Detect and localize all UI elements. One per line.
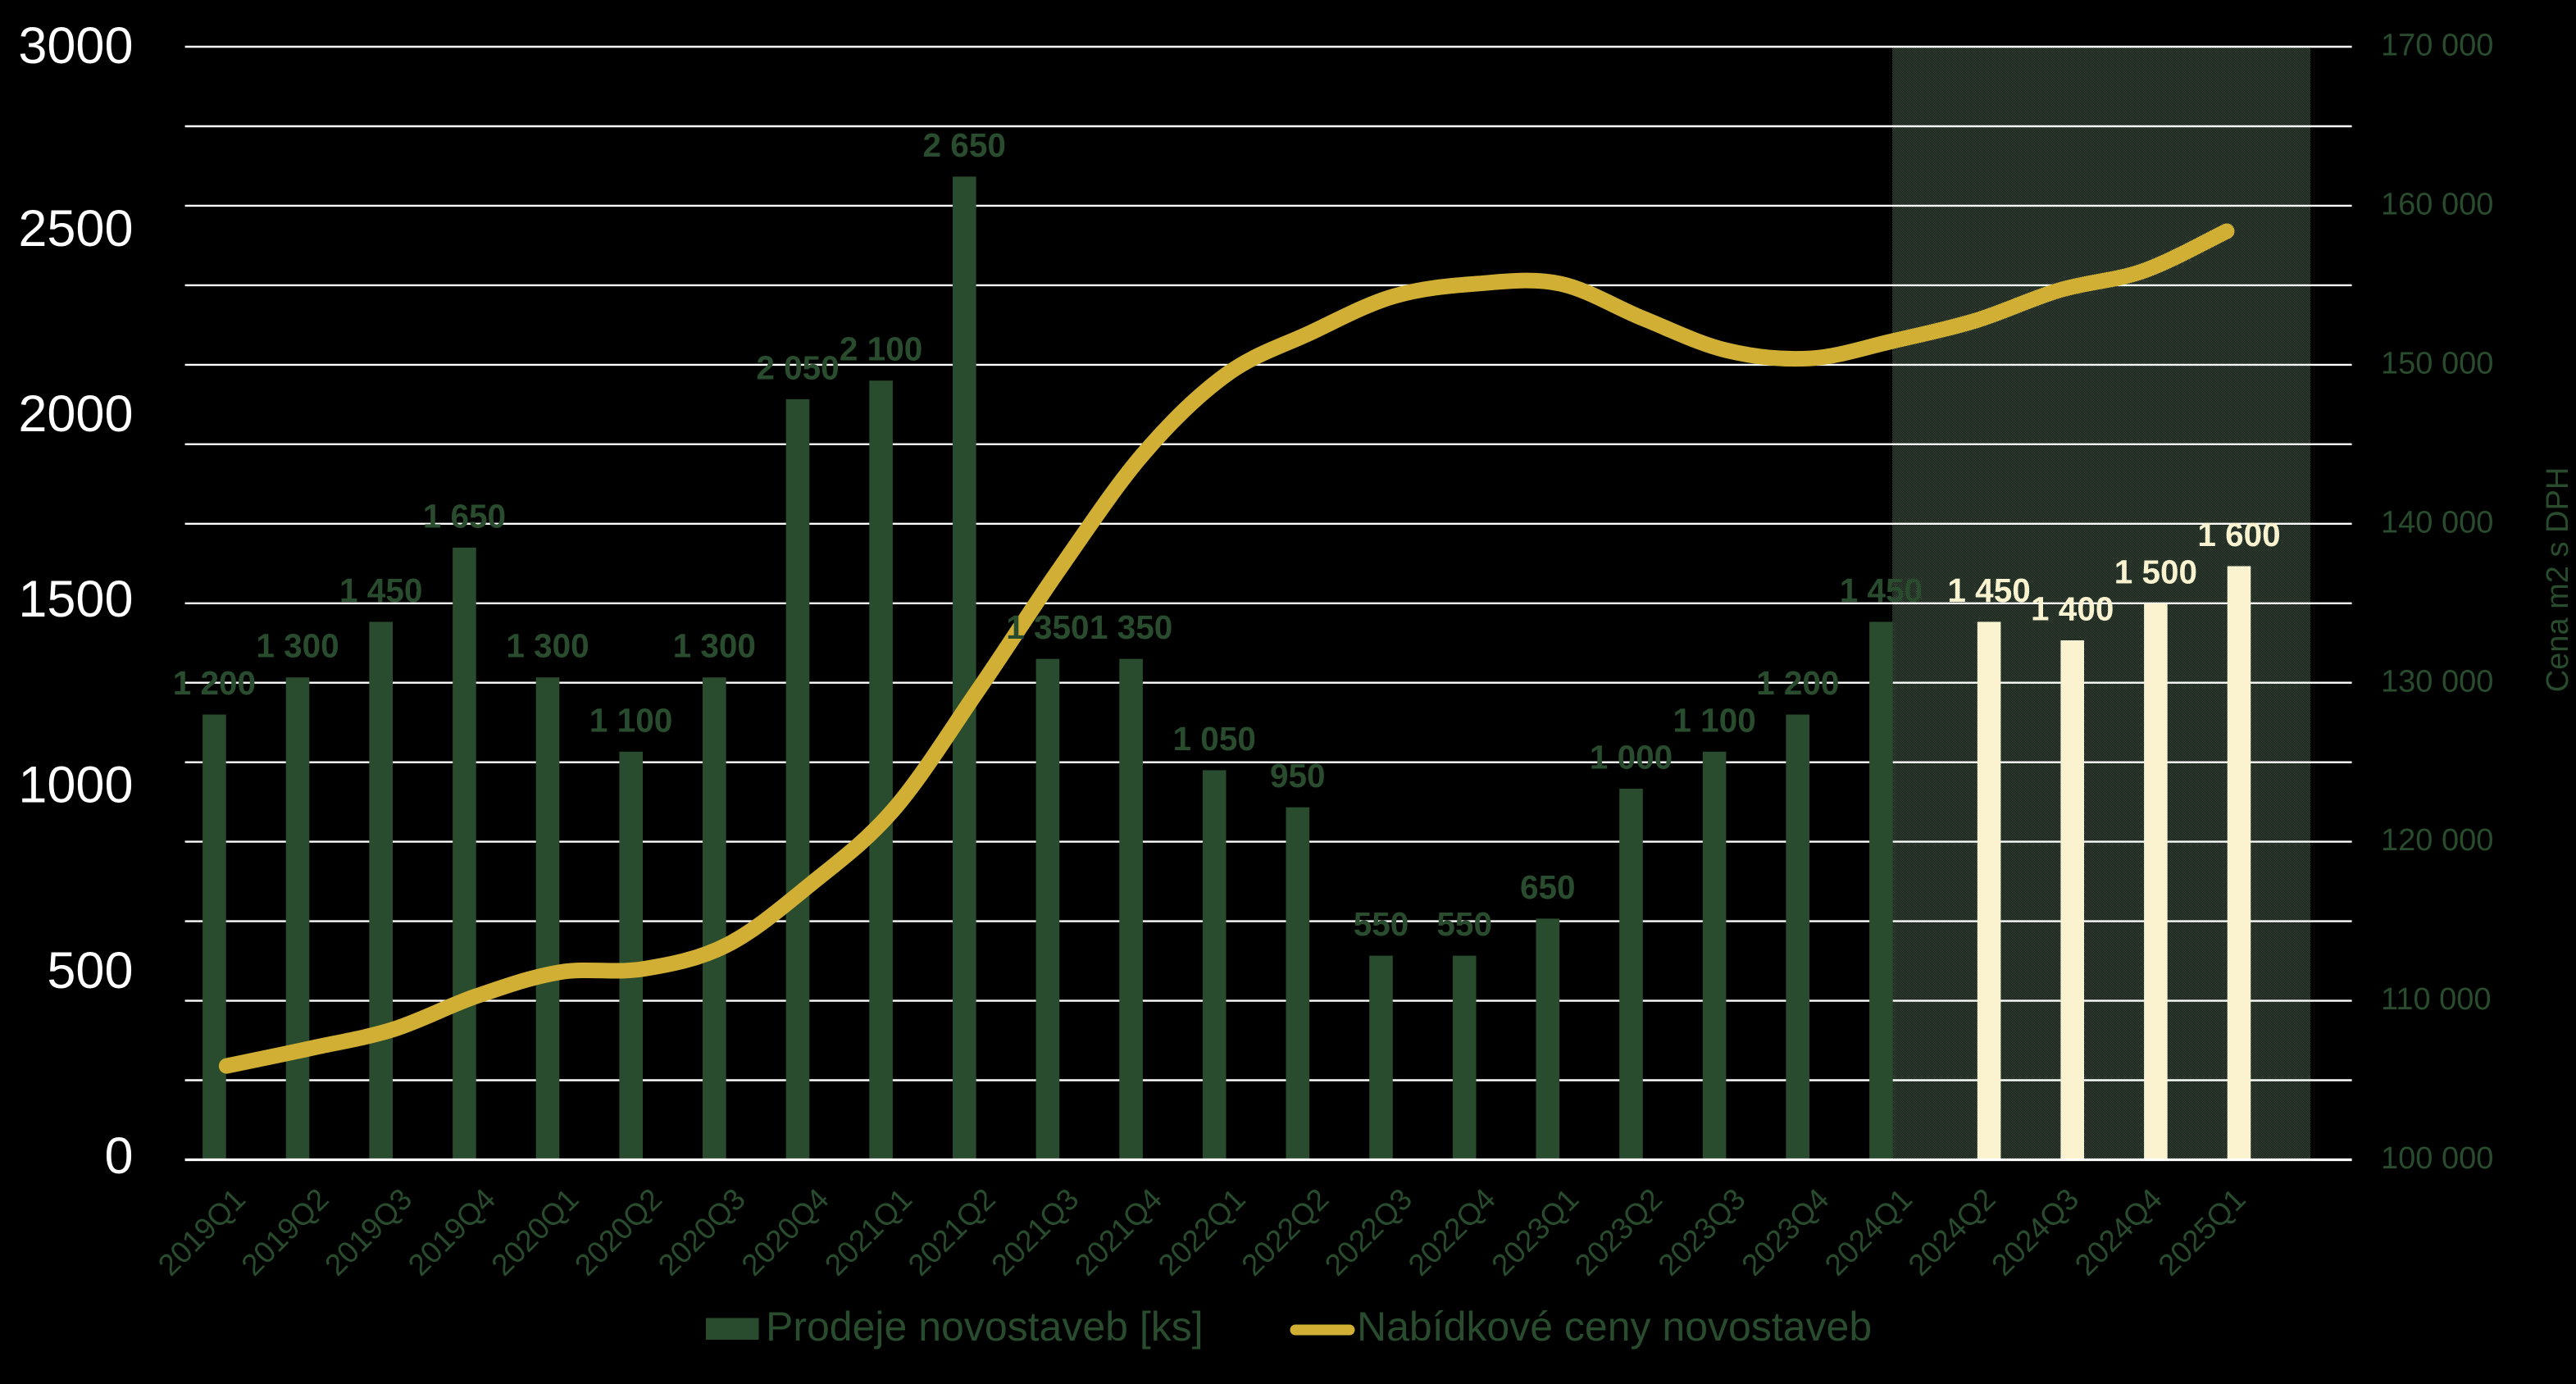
svg-text:0: 0 xyxy=(104,1127,133,1185)
svg-text:650: 650 xyxy=(1520,868,1576,906)
svg-text:1 100: 1 100 xyxy=(1673,701,1755,739)
svg-text:1 600: 1 600 xyxy=(2197,516,2280,553)
svg-text:500: 500 xyxy=(47,942,133,999)
svg-text:Nabídkové ceny novostaveb: Nabídkové ceny novostaveb xyxy=(1357,1304,1872,1350)
svg-text:1 650: 1 650 xyxy=(423,497,506,535)
svg-text:550: 550 xyxy=(1436,905,1492,943)
svg-text:2 050: 2 050 xyxy=(756,348,839,386)
svg-text:1 350: 1 350 xyxy=(1006,608,1089,646)
svg-text:2 650: 2 650 xyxy=(923,126,1006,164)
svg-text:950: 950 xyxy=(1270,757,1326,794)
svg-text:1 500: 1 500 xyxy=(2114,553,2197,590)
svg-text:Prodeje novostaveb [ks]: Prodeje novostaveb [ks] xyxy=(766,1304,1204,1350)
svg-text:1 400: 1 400 xyxy=(2031,590,2114,628)
svg-text:550: 550 xyxy=(1354,905,1409,943)
svg-text:170 000: 170 000 xyxy=(2381,29,2493,63)
svg-text:120 000: 120 000 xyxy=(2381,823,2493,858)
svg-text:2 100: 2 100 xyxy=(840,330,922,368)
svg-text:1 100: 1 100 xyxy=(589,701,672,739)
svg-text:130 000: 130 000 xyxy=(2381,664,2493,699)
svg-text:1 350: 1 350 xyxy=(1090,608,1172,646)
svg-text:1 200: 1 200 xyxy=(1756,664,1839,702)
svg-text:1 450: 1 450 xyxy=(1840,571,1923,609)
svg-text:150 000: 150 000 xyxy=(2381,347,2493,381)
svg-text:Cena m2 s DPH: Cena m2 s DPH xyxy=(2541,467,2575,693)
svg-text:1000: 1000 xyxy=(18,757,133,814)
svg-text:3000: 3000 xyxy=(18,17,133,75)
svg-text:1 000: 1 000 xyxy=(1590,739,1673,776)
svg-text:1 050: 1 050 xyxy=(1173,720,1256,758)
svg-text:140 000: 140 000 xyxy=(2381,505,2493,539)
svg-text:1 300: 1 300 xyxy=(673,627,756,665)
svg-text:1 300: 1 300 xyxy=(506,627,589,665)
svg-text:1 200: 1 200 xyxy=(173,664,256,702)
svg-text:100 000: 100 000 xyxy=(2381,1141,2493,1176)
svg-text:110 000: 110 000 xyxy=(2381,982,2492,1017)
svg-text:160 000: 160 000 xyxy=(2381,188,2493,222)
svg-text:1 450: 1 450 xyxy=(1947,571,2030,609)
svg-text:1500: 1500 xyxy=(18,571,133,628)
svg-text:1 300: 1 300 xyxy=(256,627,339,665)
svg-text:2500: 2500 xyxy=(18,200,133,257)
svg-text:1 450: 1 450 xyxy=(339,571,422,609)
svg-text:2000: 2000 xyxy=(18,385,133,443)
